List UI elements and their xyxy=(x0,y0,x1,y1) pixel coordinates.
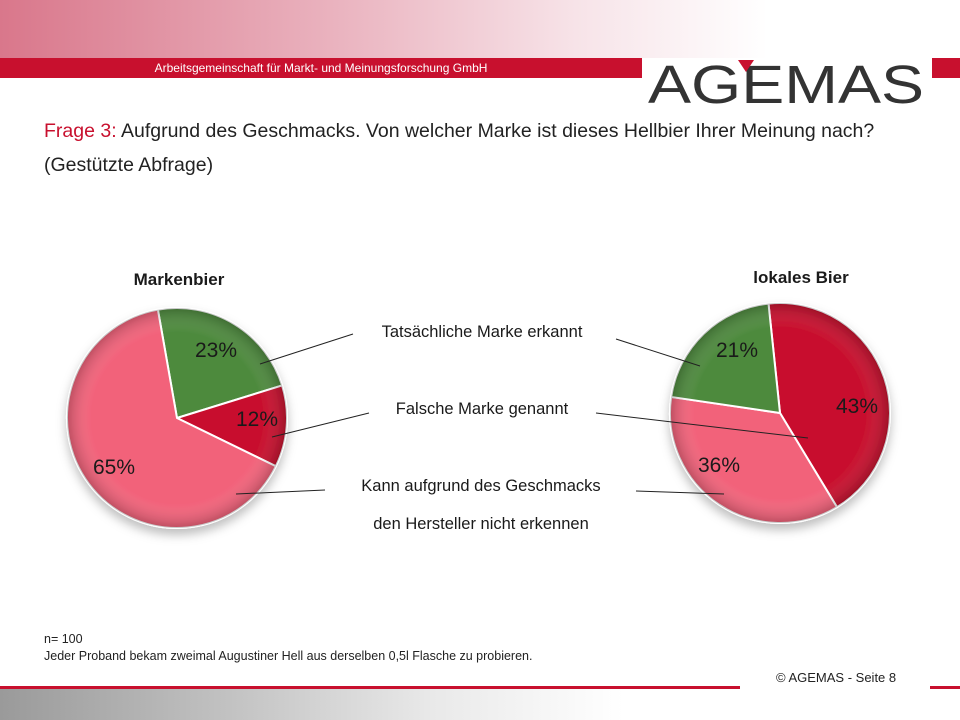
pie-shading-markenbier xyxy=(67,308,287,528)
pie-labels: 23% 12% 65% 21% 43% 36% xyxy=(93,339,878,479)
slice-label-markenbier-wrong: 12% xyxy=(236,408,278,431)
header-bar xyxy=(0,58,642,78)
legend-unknown-line2: den Hersteller nicht erkennen xyxy=(373,515,589,533)
question-label: Frage 3: xyxy=(44,120,117,142)
legend-wrong: Falsche Marke genannt xyxy=(396,400,569,418)
leader-line-actual-right xyxy=(615,338,701,367)
question-text: Frage 3: Aufgrund des Geschmacks. Von we… xyxy=(44,114,904,182)
leader-line-wrong-right xyxy=(595,412,809,439)
leader-line-unknown-right xyxy=(635,490,725,495)
header-bar-right xyxy=(932,58,960,78)
legend-unknown-line1: Kann aufgrund des Geschmacks xyxy=(361,477,600,495)
leader-line-actual-left xyxy=(259,333,354,365)
leader-line-unknown-left xyxy=(235,489,326,495)
footer-gap xyxy=(740,686,930,694)
company-name: Arbeitsgemeinschaft für Markt- und Meinu… xyxy=(154,61,488,75)
slice-label-lokal-unknown: 36% xyxy=(698,454,740,477)
question-body: Aufgrund des Geschmacks. Von welcher Mar… xyxy=(44,120,875,176)
footer-line xyxy=(0,686,960,689)
pie-shading-lokal xyxy=(670,303,890,523)
agemas-logo: AGEMAS xyxy=(648,56,924,108)
footnote-text: Jeder Proband bekam zweimal Augustiner H… xyxy=(44,649,533,663)
header-gradient xyxy=(0,0,960,58)
page-footer: © AGEMAS - Seite 8 xyxy=(776,670,897,685)
legend-actual: Tatsächliche Marke erkannt xyxy=(382,323,583,341)
pie-lokales-bier xyxy=(669,302,891,524)
leader-lines xyxy=(235,333,809,495)
slice-label-markenbier-actual: 23% xyxy=(195,339,237,362)
sample-size: n= 100 xyxy=(44,632,83,646)
slice-label-markenbier-unknown: 65% xyxy=(93,456,135,479)
svg-text:AGEMAS: AGEMAS xyxy=(648,56,924,108)
footnote: n= 100 Jeder Proband bekam zweimal Augus… xyxy=(44,631,532,665)
pie-markenbier xyxy=(66,307,288,529)
chart-title-lokales-bier: lokales Bier xyxy=(753,268,849,287)
agemas-crescent-icon xyxy=(749,670,766,704)
slice-label-lokal-actual: 21% xyxy=(716,339,758,362)
leader-line-wrong-left xyxy=(271,412,370,438)
slice-label-lokal-wrong: 43% xyxy=(836,395,878,418)
chart-title-markenbier: Markenbier xyxy=(134,270,225,289)
